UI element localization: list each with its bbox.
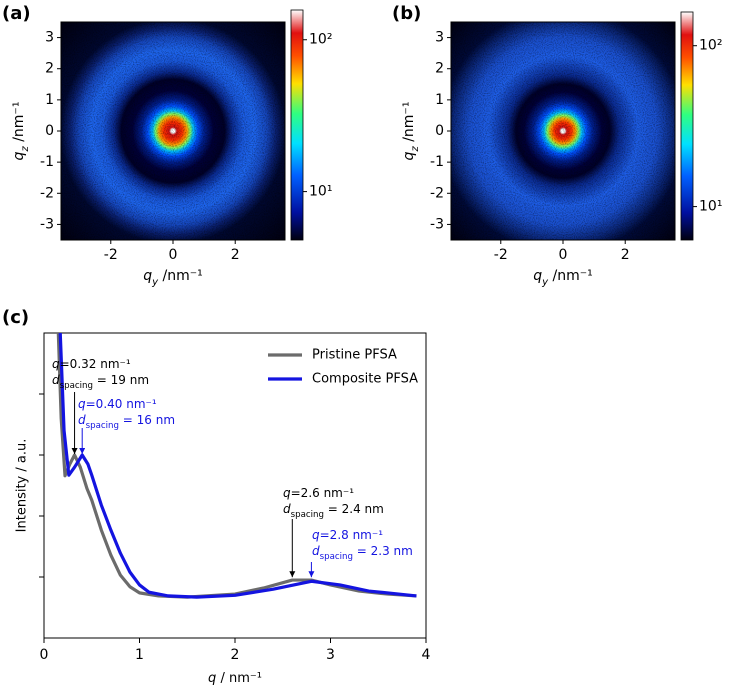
panel-label: (c)	[2, 307, 29, 328]
annotation-text: dspacing = 2.4 nm	[283, 502, 384, 520]
text-part: y	[151, 277, 159, 288]
y-axis-label: qz /nm⁻¹	[11, 102, 31, 161]
x-tick-label: 1	[135, 647, 144, 663]
text-part: d	[52, 373, 60, 387]
annotation-text: q=2.8 nm⁻¹	[312, 528, 383, 542]
x-axis-label: qy /nm⁻¹	[143, 268, 203, 288]
legend-label: Composite PFSA	[312, 372, 418, 387]
text-part: =2.6 nm⁻¹	[291, 486, 355, 500]
text-part: = 2.4 nm	[324, 502, 384, 516]
y-tick-label: 3	[435, 30, 444, 46]
colorbar-tick-label: 10²	[309, 32, 332, 48]
text-part: d	[283, 502, 291, 516]
y-tick-label: -3	[40, 216, 54, 232]
annotation-text: q=2.6 nm⁻¹	[283, 486, 354, 500]
text-part: q	[401, 151, 417, 160]
colorbar	[290, 9, 304, 241]
text-part: q	[208, 671, 216, 686]
text-part: q	[533, 268, 542, 284]
x-axis-label: qy /nm⁻¹	[533, 268, 593, 288]
y-tick-label: -1	[40, 154, 54, 170]
plot-lines	[56, 333, 417, 599]
x-tick-label: 4	[422, 647, 431, 663]
colorbar-tick-label: 10²	[699, 38, 722, 54]
annotation-text: dspacing = 2.3 nm	[312, 544, 413, 562]
text-part: z	[20, 146, 31, 153]
panel-label: (a)	[2, 3, 31, 24]
text-part: /nm⁻¹	[11, 102, 27, 147]
text-part: =0.40 nm⁻¹	[86, 397, 157, 411]
x-tick-label: 3	[326, 647, 335, 663]
colorbar-tick-label: 10¹	[699, 199, 722, 215]
text-part: spacing	[86, 421, 119, 431]
noise	[451, 22, 675, 240]
colorbar	[680, 11, 694, 241]
text-part: q	[52, 357, 60, 371]
y-tick-label: 1	[435, 92, 444, 108]
annotation-text: dspacing = 19 nm	[52, 373, 149, 391]
scattering-image	[451, 22, 675, 240]
text-part: d	[312, 544, 320, 558]
text-part: spacing	[320, 552, 353, 562]
text-part: = 2.3 nm	[353, 544, 413, 558]
text-part: d	[78, 413, 86, 427]
noise	[61, 22, 285, 240]
text-part: /nm⁻¹	[158, 268, 203, 284]
colorbar-tick-label: 10¹	[309, 184, 332, 200]
x-tick-label: 2	[621, 247, 630, 263]
legend-label: Pristine PFSA	[312, 348, 397, 363]
text-part: q	[283, 486, 291, 500]
annotation-text: q=0.40 nm⁻¹	[78, 397, 157, 411]
text-part: spacing	[60, 381, 93, 391]
x-tick-label: 2	[231, 247, 240, 263]
y-tick-label: -2	[430, 185, 444, 201]
x-tick-label: -2	[104, 247, 118, 263]
y-tick-label: 2	[435, 61, 444, 77]
text-part: q	[78, 397, 86, 411]
y-tick-label: 0	[45, 123, 54, 139]
text-part: /nm⁻¹	[401, 102, 417, 147]
annotation-text: dspacing = 16 nm	[78, 413, 175, 431]
y-tick-label: 2	[45, 61, 54, 77]
y-tick-label: 1	[45, 92, 54, 108]
x-tick-label: 2	[231, 647, 240, 663]
y-tick-label: 0	[435, 123, 444, 139]
text-part: spacing	[291, 510, 324, 520]
scattering-image	[61, 22, 285, 240]
panel-label: (b)	[392, 3, 421, 24]
annotation-text: q=0.32 nm⁻¹	[52, 357, 131, 371]
y-tick-label: -1	[430, 154, 444, 170]
x-tick-label: -2	[494, 247, 508, 263]
text-part: q	[11, 151, 27, 160]
text-part: = 16 nm	[119, 413, 175, 427]
text-part: / nm⁻¹	[216, 671, 262, 686]
text-part: = 19 nm	[93, 373, 149, 387]
y-axis-label: qz /nm⁻¹	[401, 102, 421, 161]
text-part: =2.8 nm⁻¹	[320, 528, 384, 542]
text-part: z	[410, 146, 421, 153]
y-axis-label: Intensity / a.u.	[15, 439, 30, 533]
x-tick-label: 0	[169, 247, 178, 263]
x-tick-label: 0	[559, 247, 568, 263]
series-line	[58, 333, 417, 599]
x-axis-label: q / nm⁻¹	[208, 671, 262, 686]
text-part: y	[541, 277, 549, 288]
y-tick-label: 3	[45, 30, 54, 46]
text-part: q	[143, 268, 152, 284]
text-part: =0.32 nm⁻¹	[60, 357, 131, 371]
text-part: /nm⁻¹	[548, 268, 593, 284]
y-tick-label: -2	[40, 185, 54, 201]
y-tick-label: -3	[430, 216, 444, 232]
text-part: q	[312, 528, 320, 542]
x-tick-label: 0	[40, 647, 49, 663]
